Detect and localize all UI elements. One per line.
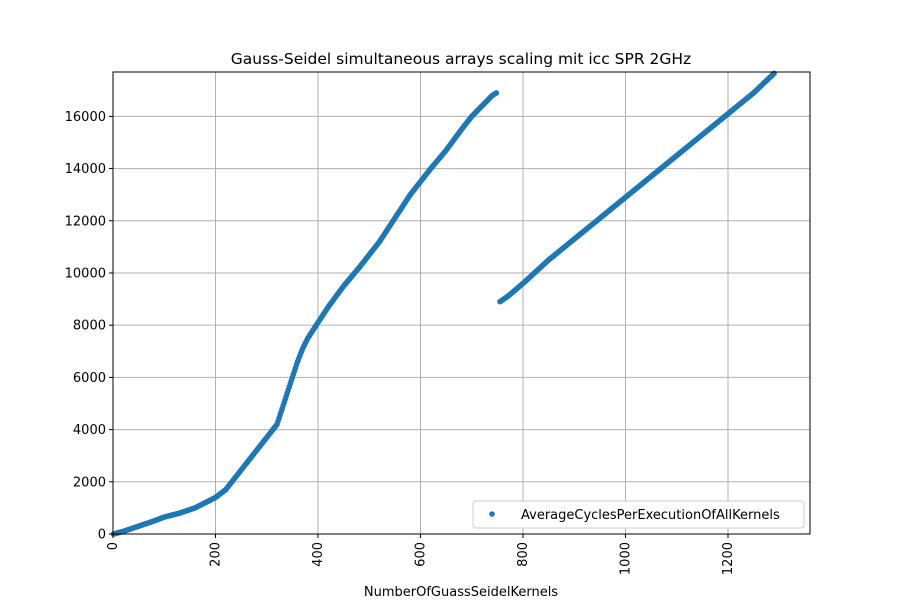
y-tick-label: 8000	[73, 319, 106, 334]
x-tick-label: 400	[311, 542, 326, 567]
x-tick-label: 800	[516, 542, 531, 567]
y-tick-label: 14000	[65, 162, 106, 177]
data-points	[110, 70, 777, 537]
x-tick-label: 0	[106, 542, 121, 550]
chart-title: Gauss-Seidel simultaneous arrays scaling…	[231, 50, 691, 68]
data-point	[493, 90, 500, 96]
y-tick-label: 6000	[73, 371, 106, 386]
x-tick-label: 600	[414, 542, 429, 567]
y-tick-label: 0	[98, 528, 106, 543]
y-axis-ticks: 0 2000 4000 6000 8000 10000 12000 14000 16000	[65, 110, 113, 543]
legend: AverageCyclesPerExecutionOfAllKernels	[472, 500, 805, 529]
y-tick-label: 10000	[65, 266, 106, 281]
legend-box	[472, 500, 805, 529]
x-tick-label: 1200	[721, 542, 736, 575]
y-tick-label: 2000	[73, 475, 106, 490]
x-axis-label: NumberOfGuassSeidelKernels	[364, 585, 558, 600]
plot-area	[113, 72, 810, 534]
legend-marker	[489, 511, 495, 517]
y-tick-label: 16000	[65, 110, 106, 125]
x-axis-ticks: 0 200 400 600 800 1000 1200	[106, 534, 736, 575]
y-tick-label: 12000	[65, 214, 106, 229]
data-point	[771, 70, 777, 77]
x-tick-label: 200	[209, 542, 224, 567]
legend-label: AverageCyclesPerExecutionOfAllKernels	[521, 508, 780, 523]
plot-frame	[112, 71, 811, 535]
y-tick-label: 4000	[73, 423, 106, 438]
x-tick-label: 1000	[619, 542, 634, 575]
